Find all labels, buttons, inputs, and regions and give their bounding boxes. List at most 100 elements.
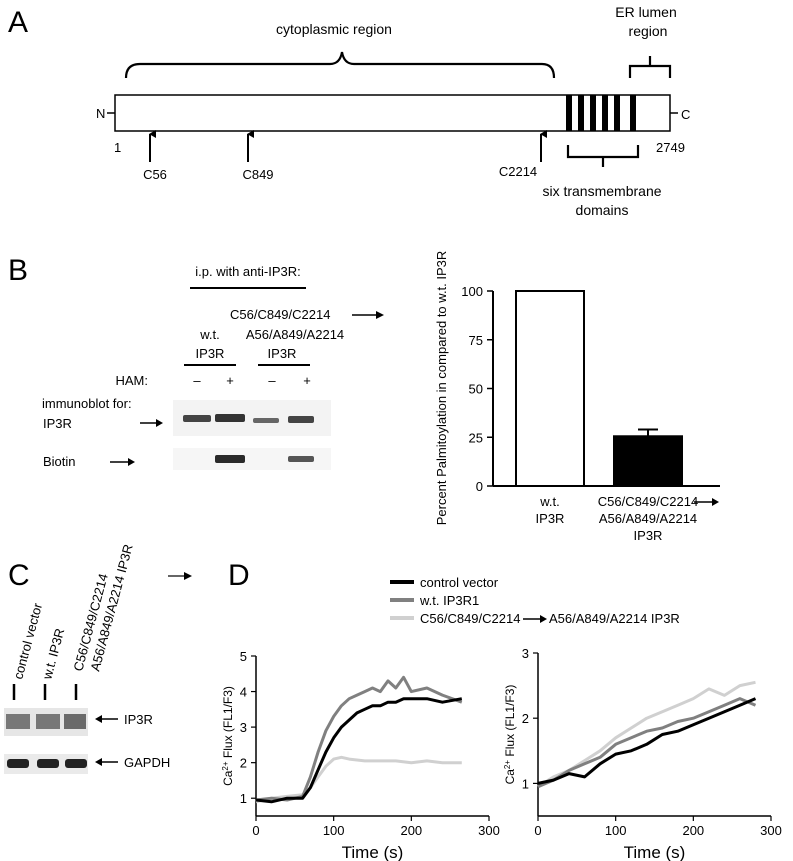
tm-segment-3 [590,95,596,131]
panel-a: A cytoplasmic region ER lumen region N C… [8,4,690,218]
blot-biotin-membrane [173,448,331,470]
cytoplasmic-region-label: cytoplasmic region [276,21,392,37]
panel-c-letter: C [8,559,30,592]
flux-y-tick-label: 1 [522,776,529,791]
ham-plus-1: + [226,373,234,388]
flux-series-line [537,697,757,785]
tm-segment-4 [602,95,608,131]
bar [613,435,683,487]
panel-c: C control vector w.t. IP3R C56/C849/C221… [4,543,192,774]
palmitoylation-bar-chart: 0 25 50 75 100 Percent Palmitoylation in comp… [434,251,720,543]
flux-y-axis-label: Ca2+ Flux (FL1/F3) [221,686,236,786]
blot-biotin-band-2 [288,456,314,462]
bar-y-tick-label: 0 [476,479,483,494]
n-terminus-label: N [96,106,105,121]
flux-x-tick-label: 300 [478,823,500,838]
bar-y-tick-label: 25 [469,430,483,445]
bar-category-label: C56/C849/C2214 [598,494,698,509]
bar-y-tick-label: 50 [469,382,483,397]
mutant-label-line3: IP3R [268,346,297,361]
blot-c-ip3r-band-3 [64,714,86,729]
bar-category-label: IP3R [536,511,565,526]
blot-ip3r-band-2 [215,414,245,422]
calcium-flux-chart-right: 1 2 3 0 100 200 300 Time (s) Ca2+ Flux (FL1/F3) [503,646,782,861]
panel-d-letter: D [228,559,250,592]
legend-label-mutant-pre: C56/C849/C2214 [420,611,520,626]
ham-label: HAM: [116,373,149,388]
mutant-arrow-head [376,311,384,319]
mutant-label-line2: A56/A849/A2214 [246,327,344,342]
blot-c-gapdh-band-1 [7,759,29,768]
tm-segment-2 [578,95,584,131]
flux-series-line [255,675,463,802]
blot-ip3r-band-3 [253,418,279,423]
blot-c-gapdh-band-3 [65,759,87,768]
lane-label-wt: w.t. IP3R [39,627,67,682]
panel-a-letter: A [8,6,28,39]
bar-y-axis-label: Percent Palmitoylation in compared to w.… [434,251,449,526]
flux-y-tick-label: 2 [240,756,247,771]
wt-label-line1: w.t. [199,327,220,342]
ham-minus-2: – [268,373,276,388]
blot-ip3r-label: IP3R [43,416,72,431]
flux-x-tick-label: 200 [400,823,422,838]
mutant-lane-arrowhead [184,572,192,580]
blot-ip3r-band-1 [183,415,211,422]
flux-x-tick-label: 200 [682,823,704,838]
bar-category-label: A56/A849/A2214 [599,511,697,526]
blot-biotin-label: Biotin [43,454,76,469]
flux-y-tick-label: 1 [240,791,247,806]
residue-end-label: 2749 [656,140,685,155]
flux-x-tick-label: 0 [534,823,541,838]
panel-b: B i.p. with anti-IP3R: C56/C849/C2214 A5… [8,254,384,470]
blot-c-ip3r-band-2 [36,714,60,729]
ip-label: i.p. with anti-IP3R: [195,264,301,279]
flux-x-axis-label: Time (s) [624,843,686,861]
er-lumen-label-line2: region [629,23,668,39]
flux-series-line [537,697,757,789]
blot-c-ip3r-band-1 [6,714,30,729]
c-terminus-label: C [681,107,690,122]
immunoblot-label: immunoblot for: [42,396,132,411]
ham-minus-1: – [193,373,201,388]
bar-y-tick-label: 100 [461,284,483,299]
flux-y-tick-label: 4 [240,685,247,700]
flux-y-tick-label: 3 [522,646,529,661]
legend-mutant-arrowhead [540,615,547,623]
er-lumen-brace [628,56,672,78]
tm-label-line2: domains [576,202,629,218]
bar-category-arrowhead [712,498,719,506]
tm-brace [566,145,640,167]
flux-series-line [255,755,462,804]
flux-x-tick-label: 100 [605,823,627,838]
tm-segment-5 [614,95,620,131]
legend-label-mutant-post: A56/A849/A2214 IP3R [549,611,680,626]
blot-biotin-band-1 [215,455,245,463]
ham-plus-2: + [303,373,311,388]
flux-y-tick-label: 5 [240,649,247,664]
flux-y-tick-label: 3 [240,720,247,735]
panel-d: D control vector w.t. IP3R1 C56/C849/C22… [228,559,680,626]
bar-category-label: w.t. [539,494,560,509]
flux-x-tick-label: 100 [323,823,345,838]
flux-y-axis-label: Ca2+ Flux (FL1/F3) [503,685,518,785]
legend-label-control: control vector [420,575,499,590]
blot-c-ip3r-label: IP3R [124,712,153,727]
legend-label-wt: w.t. IP3R1 [419,593,479,608]
site-label-c56: C56 [143,167,167,182]
tm-segment-1 [566,95,572,131]
lane-label-control: control vector [10,601,45,681]
tm-label-line1: six transmembrane [542,183,661,199]
blot-c-gapdh-label: GAPDH [124,755,170,770]
flux-series-line [255,697,463,804]
blot-c-ip3r-arrowhead [95,715,102,723]
cytoplasmic-brace [124,51,556,79]
bar [515,290,585,487]
flux-y-tick-label: 2 [522,711,529,726]
mutant-label-line1: C56/C849/C2214 [230,307,330,322]
site-label-c2214: C2214 [499,164,537,179]
bar-category-label: IP3R [634,528,663,543]
blot-c-gapdh-arrowhead [95,758,102,766]
panel-b-letter: B [8,254,28,287]
